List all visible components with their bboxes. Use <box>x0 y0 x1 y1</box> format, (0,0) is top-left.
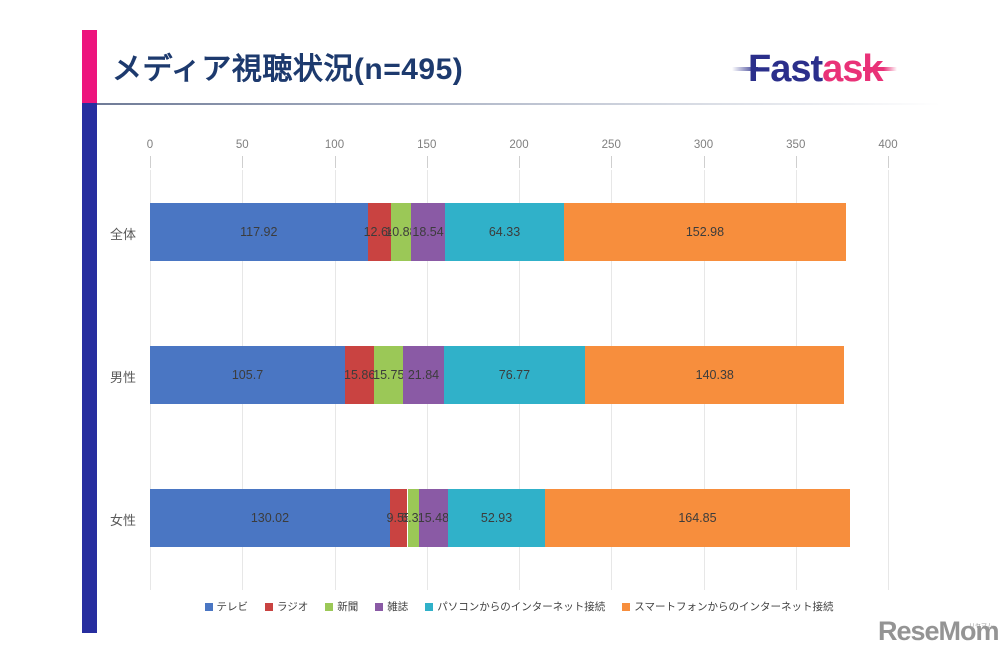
logo-text-fast: Fast <box>748 48 823 90</box>
legend-label: スマートフォンからのインターネット接続 <box>634 601 834 613</box>
accent-bar-navy <box>82 103 97 633</box>
axis-tick <box>703 156 705 168</box>
legend-marker-icon <box>204 602 213 611</box>
axis-tick-label: 0 <box>146 139 154 151</box>
bar-segment <box>443 346 586 404</box>
axis-tick-label: 350 <box>786 139 806 151</box>
category-label: 男性 <box>109 370 136 385</box>
axis-tick-label: 250 <box>601 139 621 151</box>
legend-label: ラジオ <box>277 601 309 613</box>
axis-tick-label: 100 <box>324 139 345 151</box>
resemom-ruby: リセマム <box>969 624 994 630</box>
bar-segment <box>407 489 420 547</box>
legend-label: テレビ <box>216 601 249 613</box>
header-divider <box>97 103 985 105</box>
logo-dash-right-icon <box>862 67 897 71</box>
axis-tick-label: 150 <box>417 139 437 151</box>
bar-segment <box>563 203 847 261</box>
bar-segment <box>447 489 546 547</box>
bar-value-label: 15.86 <box>344 368 376 382</box>
accent-bar-pink <box>82 30 97 103</box>
resemom-text: ReseMom. <box>878 616 1000 646</box>
bar-value-label: 117.92 <box>240 225 278 239</box>
bar-value-label: 21.84 <box>407 368 440 382</box>
axis-tick-label: 400 <box>878 139 898 151</box>
legend-item: 雑誌 <box>375 599 408 614</box>
page-title: メディア視聴状況(n=495) <box>112 53 464 86</box>
bar-value-label: 15.75 <box>373 368 405 382</box>
axis-tick-label: 50 <box>235 139 249 151</box>
resemom-watermark: リセマム ReseMom. <box>878 616 1000 646</box>
bar-segment <box>345 346 375 404</box>
axis-tick <box>611 156 613 168</box>
legend-item: ラジオ <box>265 599 308 614</box>
bar-segment <box>585 346 845 404</box>
axis-tick-label: 200 <box>509 139 529 151</box>
legend-marker-icon <box>622 602 631 611</box>
legend-marker-icon <box>325 602 334 611</box>
bar-segment <box>150 489 390 547</box>
axis-tick <box>334 156 336 168</box>
bar-value-label: 105.7 <box>231 368 264 382</box>
bar-segment <box>390 203 411 261</box>
chart-legend: テレビ ラジオ 新聞 雑誌 パソコンからのインターネット接続 スマートフォンからのインター… <box>150 599 888 614</box>
legend-item: 新聞 <box>325 599 358 614</box>
bar-value-label: 15.48 <box>417 511 450 525</box>
legend-item: スマートフォンからのインターネット接続 <box>622 599 833 614</box>
bar-value-label: 9.55 <box>386 511 411 525</box>
bar-segment <box>374 346 404 404</box>
bar-segment <box>410 203 446 261</box>
axis-tick <box>242 156 244 168</box>
legend-label: パソコンからのインターネット接続 <box>437 601 606 613</box>
logo-dash-left-icon <box>732 67 758 71</box>
bar-value-label: 130.02 <box>250 511 290 525</box>
legend-item: テレビ <box>204 599 249 614</box>
axis-tick <box>795 156 797 168</box>
bar-value-label: 52.93 <box>480 511 513 525</box>
bar-value-label: 140.38 <box>695 368 734 382</box>
category-label: 女性 <box>109 513 136 528</box>
bar-value-label: 10.88 <box>385 225 417 239</box>
gridline <box>888 170 889 590</box>
legend-marker-icon <box>425 602 434 611</box>
legend-label: 雑誌 <box>387 601 409 613</box>
bar-segment <box>150 346 346 404</box>
axis-tick <box>519 156 520 168</box>
bar-segment <box>150 203 368 261</box>
bar-value-label: 152.98 <box>685 225 725 239</box>
bar-segment <box>419 489 448 547</box>
axis-tick <box>426 156 428 168</box>
bar-value-label: 12.64 <box>363 225 395 239</box>
bar-segment <box>389 489 408 547</box>
legend-label: 新聞 <box>337 601 359 613</box>
axis-tick-label: 300 <box>693 139 714 151</box>
axis-tick <box>888 156 889 168</box>
bar-segment <box>545 489 850 547</box>
bar-segment <box>367 203 391 261</box>
axis-tick <box>150 156 151 168</box>
legend-item: パソコンからのインターネット接続 <box>425 599 605 614</box>
fastask-logo: Fastask <box>732 47 897 91</box>
bar-value-label: 164.85 <box>678 511 717 525</box>
bar-value-label: 64.33 <box>488 225 521 239</box>
bar-segment <box>403 346 444 404</box>
bar-value-label: 76.77 <box>498 368 531 382</box>
category-label: 全体 <box>109 227 136 242</box>
legend-marker-icon <box>265 602 273 611</box>
bar-value-label: 18.54 <box>412 225 444 239</box>
bar-segment <box>445 203 564 261</box>
legend-marker-icon <box>375 602 384 611</box>
